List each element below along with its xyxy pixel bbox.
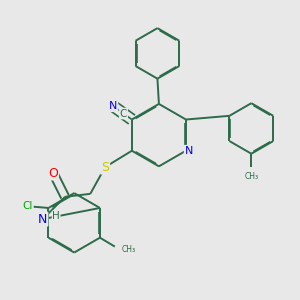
Text: C: C <box>120 109 127 118</box>
Text: H: H <box>52 211 60 221</box>
Text: N: N <box>185 146 193 156</box>
Text: O: O <box>48 167 58 179</box>
Text: S: S <box>101 160 109 174</box>
Text: N: N <box>38 213 47 226</box>
Text: CH₃: CH₃ <box>121 245 136 254</box>
Text: Cl: Cl <box>22 202 33 212</box>
Text: CH₃: CH₃ <box>244 172 258 182</box>
Text: N: N <box>109 101 117 111</box>
